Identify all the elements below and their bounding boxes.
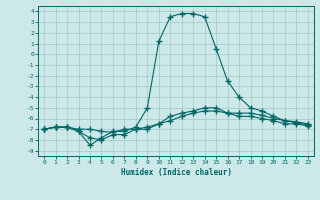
X-axis label: Humidex (Indice chaleur): Humidex (Indice chaleur) <box>121 168 231 177</box>
